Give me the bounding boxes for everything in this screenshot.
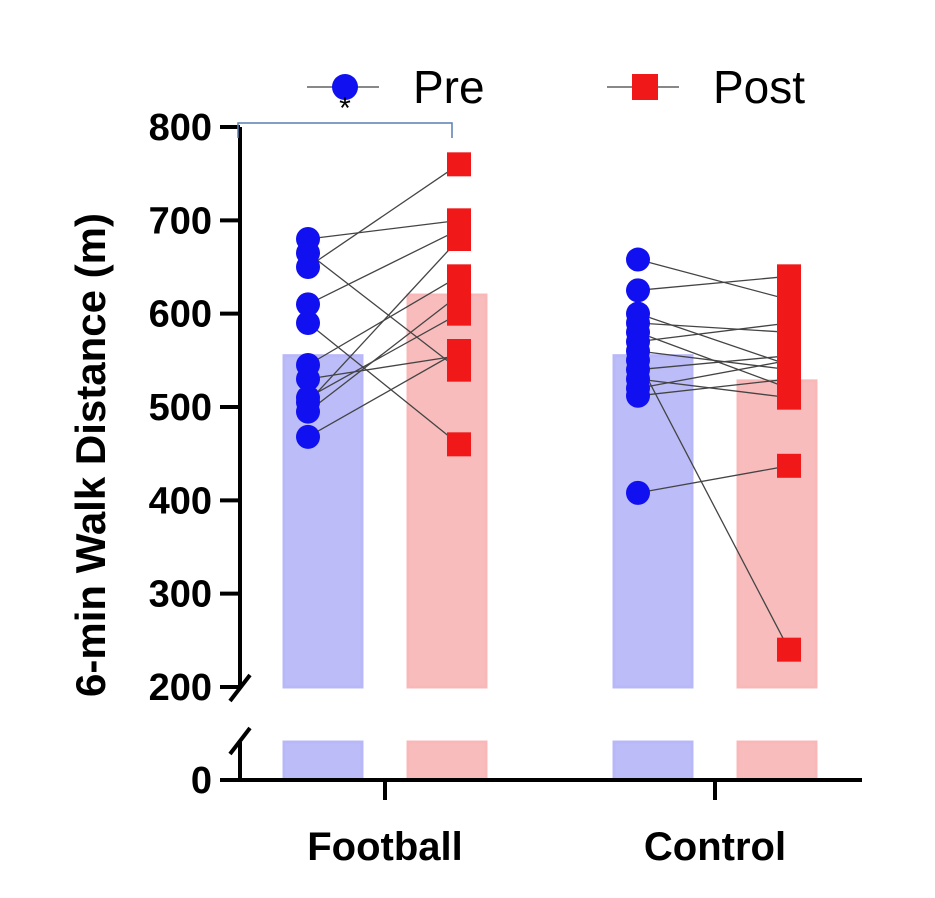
pair-line: [637, 322, 790, 343]
y-tick-label: 600: [149, 294, 212, 336]
point-pre: [296, 292, 320, 317]
point-post: [447, 432, 471, 457]
y-tick-label: 300: [149, 574, 212, 616]
pair-line: [307, 313, 460, 399]
x-tick-label-football: Football: [307, 825, 463, 869]
y-tick-label: 500: [149, 387, 212, 429]
y-axis-title: 6-min Walk Distance (m): [67, 213, 114, 697]
axes-layer: 0 200 300 400 500 600 700 800 Football Control: [149, 107, 862, 869]
point-pre: [296, 399, 320, 424]
pair-line: [637, 322, 790, 333]
point-post: [777, 287, 801, 312]
y-tick-label: 0: [191, 760, 212, 802]
point-post: [447, 283, 471, 307]
bar-stub-pre-football: [282, 740, 364, 782]
point-pre: [626, 480, 650, 505]
y-tick-label: 400: [149, 480, 212, 522]
pair-line: [637, 378, 790, 399]
point-post: [777, 264, 801, 289]
bar-pre-football: [282, 354, 364, 689]
pair-line: [307, 350, 460, 438]
pair-line: [637, 350, 790, 371]
bar-stub-post-control: [736, 740, 818, 782]
point-post: [777, 367, 801, 391]
pair-line: [307, 219, 460, 240]
bar-pre-control: [612, 354, 694, 689]
significance-label: *: [339, 92, 351, 125]
pair-line: [637, 378, 790, 397]
pair-line: [307, 252, 460, 371]
pair-line: [637, 313, 790, 366]
point-pre: [296, 367, 320, 391]
point-post: [447, 152, 471, 177]
x-tick-label-control: Control: [644, 825, 786, 869]
point-post: [777, 453, 801, 478]
significance-bracket: [237, 122, 453, 138]
legend: Pre Post: [307, 61, 805, 113]
point-post: [447, 339, 471, 363]
pair-line: [637, 359, 790, 389]
pair-line: [307, 322, 460, 445]
pair-line: [307, 294, 460, 413]
pair-line: [637, 465, 790, 494]
pair-line: [637, 275, 790, 291]
pair-line: [637, 360, 790, 650]
point-pre: [296, 424, 320, 449]
point-pre: [626, 383, 650, 408]
legend-label-pre: Pre: [413, 61, 485, 113]
point-post: [777, 311, 801, 335]
annotations-layer: *: [237, 92, 453, 138]
legend-marker-post: [632, 74, 658, 100]
point-pre: [296, 255, 320, 279]
legend-label-post: Post: [713, 61, 805, 113]
legend-marker-pre: [332, 74, 358, 100]
point-pre: [626, 278, 650, 303]
pair-line: [637, 355, 790, 371]
point-post: [777, 637, 801, 662]
y-tick-label: 700: [149, 200, 212, 242]
pair-line: [307, 229, 460, 305]
pair-lines-layer: [307, 163, 790, 650]
axis-break-mark: [228, 726, 252, 756]
points-layer: [296, 152, 801, 662]
bar-post-control: [736, 379, 818, 689]
y-tick-label: 800: [149, 107, 212, 149]
pair-line: [307, 163, 460, 268]
point-pre: [296, 311, 320, 335]
y-tick-label: 200: [149, 667, 212, 709]
pair-line: [307, 238, 460, 403]
point-pre: [626, 247, 650, 272]
bar-stub-pre-control: [612, 740, 694, 782]
point-post: [447, 227, 471, 251]
pair-line: [637, 258, 790, 301]
bar-stub-post-football: [406, 740, 488, 782]
